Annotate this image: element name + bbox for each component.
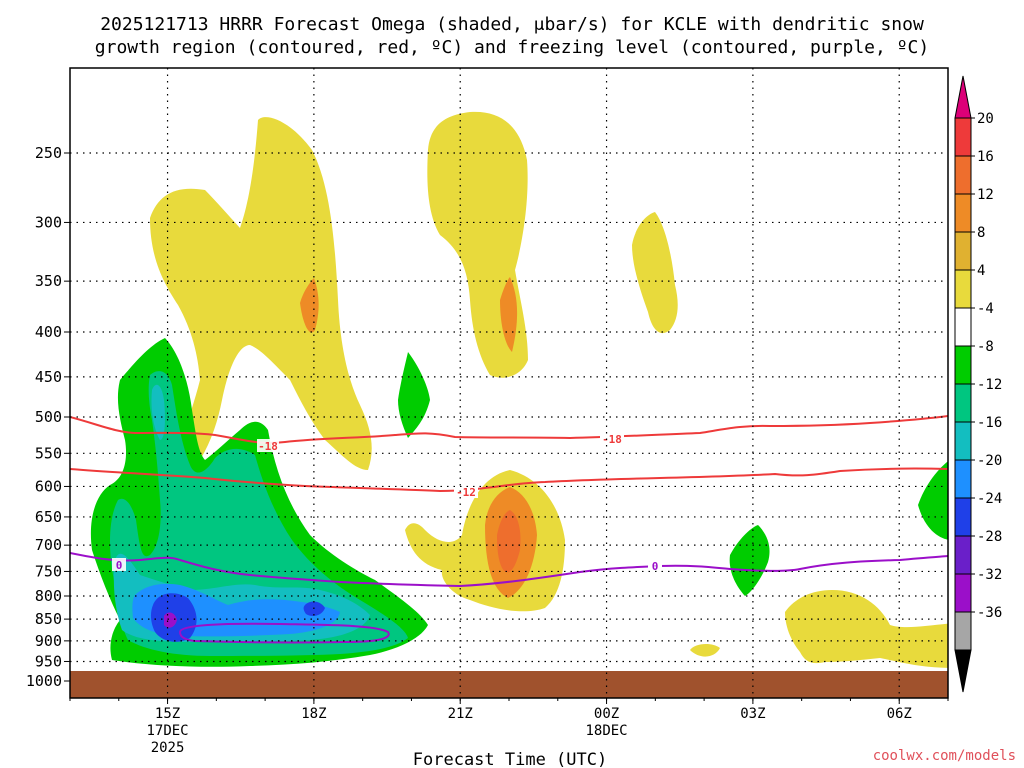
colorbar-label: 16 [977, 149, 994, 165]
colorbar-label: -28 [977, 529, 1002, 545]
colorbar-bottom-triangle [954, 649, 972, 693]
contour-label-zero-core: 0 [168, 616, 175, 629]
colorbar-top-triangle [954, 75, 972, 119]
contour-label-zero-right: 0 [652, 560, 659, 573]
y-tick-label: 550 [35, 444, 62, 462]
omega-region-orange-lower-core [497, 510, 521, 573]
colorbar-box [954, 383, 972, 423]
x-tick-label: 00Z [594, 706, 619, 722]
plot-border [69, 67, 949, 699]
gridlines [70, 68, 948, 698]
contour-label-minus-18-right: -18 [602, 433, 622, 446]
colorbar-label: -8 [977, 339, 994, 355]
colorbar-box [954, 193, 972, 233]
y-tick-label: 900 [35, 632, 62, 650]
chart-title-line-2: growth region (contoured, red, ºC) and f… [95, 37, 929, 58]
colorbar-label: 12 [977, 187, 994, 203]
contour-minus-18 [70, 415, 948, 444]
omega-region-purple-core [164, 612, 177, 628]
x-tick-label: 15Z [155, 706, 180, 722]
contour-lines [70, 415, 948, 644]
colorbar-label: -36 [977, 605, 1002, 621]
y-tick-label: 600 [35, 477, 62, 495]
colorbar-box [954, 231, 972, 271]
x-tick-label: 18Z [301, 706, 326, 722]
omega-region-yellow-upper-left [150, 117, 372, 471]
contour-zero-loop [178, 622, 390, 644]
omega-region-orange-upper-left [300, 278, 319, 333]
colorbar-box [954, 421, 972, 461]
y-tick-label: 700 [35, 536, 62, 554]
omega-region-green-right [729, 525, 770, 596]
colorbar: 20 16 12 8 4 -4 -8 -12 -16 -20 -24 -28 -32 -36 [954, 75, 1002, 693]
y-tick-label: 350 [35, 272, 62, 290]
y-tick-label: 800 [35, 587, 62, 605]
y-tick-label: 500 [35, 408, 62, 426]
y-tick-label: 750 [35, 562, 62, 580]
omega-shading [90, 111, 948, 668]
colorbar-box [954, 155, 972, 195]
omega-region-teal-main [110, 371, 408, 656]
colorbar-box [954, 117, 972, 157]
x-tick-label: 17DEC [146, 723, 188, 739]
x-tick-label: 2025 [151, 740, 185, 756]
colorbar-label: 20 [977, 111, 994, 127]
colorbar-box [954, 307, 972, 347]
y-tick-label: 300 [35, 213, 62, 231]
colorbar-label: -16 [977, 415, 1002, 431]
colorbar-label: -32 [977, 567, 1002, 583]
colorbar-box [954, 459, 972, 499]
x-tick-label: 21Z [448, 706, 473, 722]
y-axis: 250 300 350 400 450 500 550 600 650 700 750 800 850 9… [26, 144, 70, 690]
contour-label-minus-18-left: -18 [258, 440, 278, 453]
contour-labels: -18 -18 -12 0 0 0 [112, 432, 662, 629]
y-tick-label: 650 [35, 508, 62, 526]
contour-zero [70, 552, 948, 588]
y-tick-label: 450 [35, 368, 62, 386]
colorbar-box [954, 535, 972, 575]
colorbar-box [954, 611, 972, 651]
colorbar-box [954, 345, 972, 385]
x-tick-label: 06Z [887, 706, 912, 722]
contour-label-zero-left: 0 [116, 559, 123, 572]
colorbar-label: -4 [977, 301, 994, 317]
contour-minus-12 [70, 467, 948, 493]
omega-region-yellow-lower-right [785, 590, 948, 668]
omega-region-yellow-small-blob [690, 644, 720, 657]
contour-label-minus-12: -12 [456, 486, 476, 499]
watermark: coolwx.com/models [873, 748, 1016, 764]
colorbar-label: -20 [977, 453, 1002, 469]
colorbar-label: 8 [977, 225, 985, 241]
x-tick-label: 18DEC [585, 723, 627, 739]
omega-region-yellow-upper-right [632, 212, 678, 334]
y-tick-label: 1000 [26, 672, 62, 690]
y-tick-label: 850 [35, 610, 62, 628]
colorbar-box [954, 497, 972, 537]
y-tick-label: 250 [35, 144, 62, 162]
ground-surface [70, 671, 948, 698]
omega-region-darkblue [150, 593, 325, 642]
x-tick-label: 03Z [740, 706, 765, 722]
colorbar-box [954, 269, 972, 309]
colorbar-label: -24 [977, 491, 1002, 507]
colorbar-label: 4 [977, 263, 985, 279]
chart-title-line-1: 2025121713 HRRR Forecast Omega (shaded, … [100, 14, 924, 35]
y-tick-label: 400 [35, 323, 62, 341]
y-tick-label: 950 [35, 652, 62, 670]
x-axis-title: Forecast Time (UTC) [413, 750, 607, 768]
colorbar-label: -12 [977, 377, 1002, 393]
omega-region-orange-upper-mid [500, 277, 518, 352]
omega-region-green-edge [918, 461, 948, 540]
colorbar-box [954, 573, 972, 613]
